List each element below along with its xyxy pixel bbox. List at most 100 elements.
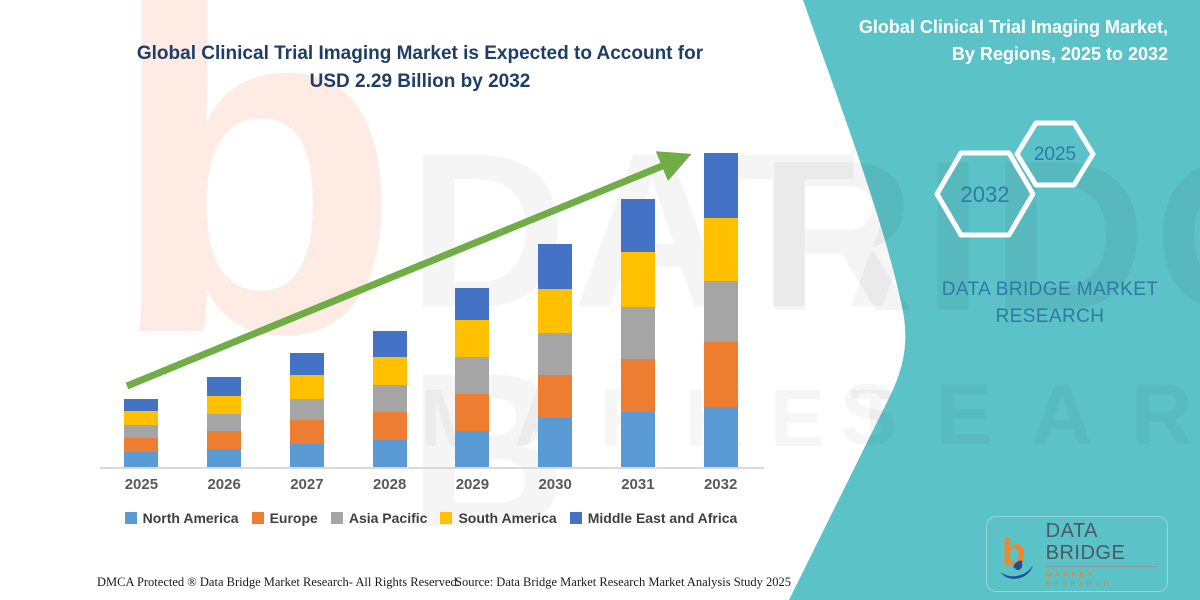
bar-segment-2029-asia-pacific <box>455 357 490 395</box>
legend-swatch-south-america <box>440 512 453 524</box>
bar-stack-2027 <box>289 353 324 467</box>
hexagon-year-2025: 2025 <box>1033 144 1077 165</box>
bar-column-2028 <box>348 140 431 467</box>
bar-stack-2031 <box>620 198 655 467</box>
bar-segment-2028-middle-east-and-africa <box>372 331 407 358</box>
bar-segment-2030-europe <box>538 375 573 418</box>
bar-column-2027 <box>266 140 349 467</box>
data-bridge-logo-icon: b <box>1000 531 1033 579</box>
data-bridge-logo: b DATA BRIDGE MARKET RESEARCH <box>986 516 1168 592</box>
svg-text:b: b <box>1002 531 1026 574</box>
legend-label: South America <box>458 510 557 526</box>
bar-segment-2032-europe <box>703 342 738 407</box>
footer-source-text: Source: Data Bridge Market Research Mark… <box>455 575 792 589</box>
bar-segment-2030-north-america <box>538 417 573 467</box>
bar-stack-2029 <box>455 287 490 467</box>
legend-label: Asia Pacific <box>348 510 428 526</box>
bar-stack-2025 <box>124 398 159 467</box>
bar-segment-2031-north-america <box>620 412 655 467</box>
bar-segment-2031-south-america <box>620 251 655 307</box>
legend-item-north-america: North America <box>124 510 239 526</box>
logo-text-block: DATA BRIDGE MARKET RESEARCH <box>1045 520 1157 588</box>
bar-column-2025 <box>100 140 183 467</box>
legend-item-europe: Europe <box>251 510 318 526</box>
footer-dmca-text: DMCA Protected ® Data Bridge Market Rese… <box>97 575 460 589</box>
stacked-bar-chart <box>100 140 762 467</box>
legend-label: North America <box>142 510 239 526</box>
x-axis-labels: 2025 2026 2027 2028 2029 2030 2031 2032 <box>100 476 762 493</box>
bar-segment-2027-asia-pacific <box>289 398 324 421</box>
x-axis-label-2032: 2032 <box>703 476 738 493</box>
bar-segment-2031-europe <box>620 358 655 413</box>
bar-segment-2026-middle-east-and-africa <box>207 376 242 396</box>
bar-segment-2026-europe <box>207 431 242 450</box>
bar-column-2026 <box>183 140 266 467</box>
bar-segment-2032-asia-pacific <box>703 280 738 343</box>
hexagon-2032 <box>934 150 1036 238</box>
x-axis-label-2025: 2025 <box>124 476 159 493</box>
hexagon-year-2032: 2032 <box>960 182 1010 207</box>
bar-segment-2032-middle-east-and-africa <box>703 153 738 218</box>
legend-item-south-america: South America <box>440 510 557 526</box>
x-axis-label-2031: 2031 <box>621 476 655 493</box>
side-panel-heading-line2: By Regions, 2025 to 2032 <box>951 44 1168 64</box>
bar-segment-2028-europe <box>372 412 407 440</box>
bar-segment-2025-asia-pacific <box>124 424 159 439</box>
bar-segment-2028-south-america <box>372 357 407 385</box>
legend-swatch-middle-east-and-africa <box>569 512 582 524</box>
bar-segment-2030-south-america <box>538 288 573 333</box>
x-axis-label-2026: 2026 <box>207 476 241 493</box>
logo-divider <box>1045 566 1157 567</box>
side-panel-heading: Global Clinical Trial Imaging Market, By… <box>748 14 1168 68</box>
side-panel-heading-line1: Global Clinical Trial Imaging Market, <box>858 17 1168 37</box>
bar-stack-2032 <box>703 153 738 467</box>
bar-segment-2029-south-america <box>455 320 490 358</box>
x-axis-line <box>100 467 764 469</box>
legend-swatch-europe <box>251 512 264 524</box>
bar-segment-2026-asia-pacific <box>207 413 242 432</box>
bar-segment-2030-asia-pacific <box>538 332 573 376</box>
page-title-line1: Global Clinical Trial Imaging Market is … <box>136 43 704 64</box>
bar-segment-2025-north-america <box>124 451 159 467</box>
legend-item-asia-pacific: Asia Pacific <box>330 510 428 526</box>
bar-segment-2027-europe <box>289 420 324 444</box>
x-axis-label-2027: 2027 <box>290 476 324 493</box>
bar-stack-2026 <box>207 376 242 467</box>
bar-column-2030 <box>514 140 597 467</box>
hexagon-2025 <box>1014 120 1096 188</box>
bar-segment-2028-asia-pacific <box>372 384 407 413</box>
x-axis-label-2028: 2028 <box>372 476 407 493</box>
bar-segment-2025-middle-east-and-africa <box>124 398 159 411</box>
bar-segment-2026-south-america <box>207 395 242 414</box>
bar-segment-2026-north-america <box>207 449 242 467</box>
bar-segment-2030-middle-east-and-africa <box>538 243 573 289</box>
bar-stack-2028 <box>372 331 407 467</box>
brand-text-line2: RESEARCH <box>995 306 1105 327</box>
hexagon-badges <box>934 120 1096 238</box>
bar-column-2032 <box>679 140 762 467</box>
bar-segment-2029-europe <box>455 394 490 432</box>
legend-label: Middle East and Africa <box>587 510 738 526</box>
bar-segment-2031-asia-pacific <box>620 306 655 359</box>
bar-segment-2025-europe <box>124 438 159 452</box>
page-title: Global Clinical Trial Imaging Market is … <box>120 40 720 96</box>
bar-segment-2032-north-america <box>703 406 738 467</box>
bar-segment-2029-north-america <box>455 431 490 467</box>
bar-column-2031 <box>597 140 680 467</box>
bar-segment-2027-south-america <box>289 375 324 399</box>
bar-column-2029 <box>431 140 514 467</box>
legend-label: Europe <box>269 510 318 526</box>
bar-segment-2031-middle-east-and-africa <box>620 198 655 252</box>
page-title-line2: USD 2.29 Billion by 2032 <box>309 71 531 92</box>
x-axis-label-2030: 2030 <box>538 476 572 493</box>
bar-segment-2028-north-america <box>372 439 407 467</box>
brand-text-line1: DATA BRIDGE MARKET <box>941 279 1159 300</box>
bar-segment-2029-middle-east-and-africa <box>455 287 490 321</box>
legend-swatch-asia-pacific <box>330 512 343 524</box>
logo-sub-text: MARKET RESEARCH <box>1045 570 1113 588</box>
legend-swatch-north-america <box>124 512 137 524</box>
legend-item-middle-east-and-africa: Middle East and Africa <box>569 510 738 526</box>
bar-segment-2032-south-america <box>703 217 738 281</box>
